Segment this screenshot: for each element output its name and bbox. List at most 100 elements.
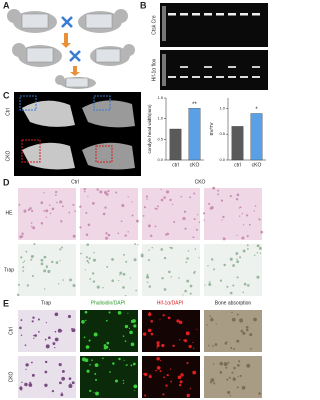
cell xyxy=(22,270,25,272)
cell xyxy=(109,371,111,373)
cell xyxy=(43,192,45,194)
cell xyxy=(242,331,246,335)
row-label: CKO xyxy=(5,150,11,161)
cell xyxy=(59,381,62,385)
cell xyxy=(149,374,151,376)
cell xyxy=(119,271,123,275)
cell xyxy=(30,222,33,224)
cell xyxy=(26,284,30,287)
cell xyxy=(223,263,226,267)
cell xyxy=(231,371,234,374)
cell xyxy=(96,285,100,289)
cell xyxy=(179,339,181,341)
cell xyxy=(212,268,216,271)
cell xyxy=(24,344,27,347)
breeding-scheme xyxy=(7,9,135,89)
cell xyxy=(103,346,107,350)
cell xyxy=(170,380,173,383)
cell xyxy=(94,372,97,375)
cell xyxy=(23,260,26,262)
cell xyxy=(19,326,22,330)
gel-band xyxy=(240,76,248,78)
cell xyxy=(80,252,82,255)
x-tick-label: ctrl xyxy=(172,162,179,168)
cell xyxy=(60,393,64,397)
cell xyxy=(29,381,32,384)
cell xyxy=(238,207,241,209)
cell xyxy=(183,339,185,342)
cell xyxy=(131,201,133,203)
cell xyxy=(236,258,238,260)
cell xyxy=(146,198,148,200)
cell xyxy=(237,364,240,367)
gel-ladder xyxy=(162,6,166,41)
cell xyxy=(69,278,73,282)
cell xyxy=(51,260,54,264)
cell xyxy=(239,318,244,323)
gel-band xyxy=(192,76,200,78)
cell xyxy=(88,257,91,260)
cell xyxy=(214,343,218,346)
cell xyxy=(239,256,242,259)
cell xyxy=(37,318,40,321)
cell xyxy=(91,272,95,275)
gel-image xyxy=(160,50,268,90)
cell xyxy=(163,196,166,199)
cell xyxy=(86,243,90,247)
cell xyxy=(44,338,47,341)
cell xyxy=(172,344,175,348)
cell xyxy=(143,372,146,375)
cell xyxy=(135,289,137,292)
cell xyxy=(178,277,180,279)
cell xyxy=(133,258,137,262)
cell xyxy=(204,284,206,286)
cell xyxy=(17,283,20,286)
cell xyxy=(156,343,160,348)
cell xyxy=(134,243,137,246)
cell xyxy=(122,382,125,384)
cell xyxy=(236,260,240,264)
cell xyxy=(31,274,34,278)
cell xyxy=(59,260,61,262)
cell xyxy=(48,204,51,206)
gel-band xyxy=(204,76,212,78)
cell xyxy=(186,257,189,260)
cell xyxy=(148,375,152,379)
cell xyxy=(38,330,40,333)
cell xyxy=(170,246,173,250)
cell xyxy=(160,188,162,191)
cell xyxy=(242,291,245,294)
cell xyxy=(128,327,131,329)
histology-image xyxy=(18,244,76,296)
cell xyxy=(99,190,103,194)
cell xyxy=(196,329,198,331)
cell xyxy=(105,319,108,322)
cell xyxy=(165,190,170,194)
histology-image xyxy=(142,188,200,240)
cell xyxy=(111,257,114,261)
cell xyxy=(233,366,236,370)
cell xyxy=(85,211,88,214)
cell xyxy=(40,222,44,225)
cell xyxy=(130,364,133,367)
cell xyxy=(232,377,236,381)
cell xyxy=(57,283,60,285)
cell xyxy=(52,342,56,345)
cell xyxy=(102,212,106,216)
cell xyxy=(111,279,114,282)
panel-label: E xyxy=(3,298,9,308)
cell xyxy=(208,202,211,205)
cell xyxy=(256,251,259,254)
gel-image xyxy=(160,3,268,47)
cell xyxy=(239,374,242,377)
cell xyxy=(221,219,223,221)
cell xyxy=(54,337,59,342)
cell xyxy=(163,288,167,291)
cell xyxy=(124,294,127,297)
cell xyxy=(147,259,150,262)
cell xyxy=(142,215,145,217)
staining-image xyxy=(18,356,76,398)
cell xyxy=(151,246,154,249)
cell xyxy=(61,376,66,381)
cell xyxy=(227,361,230,364)
